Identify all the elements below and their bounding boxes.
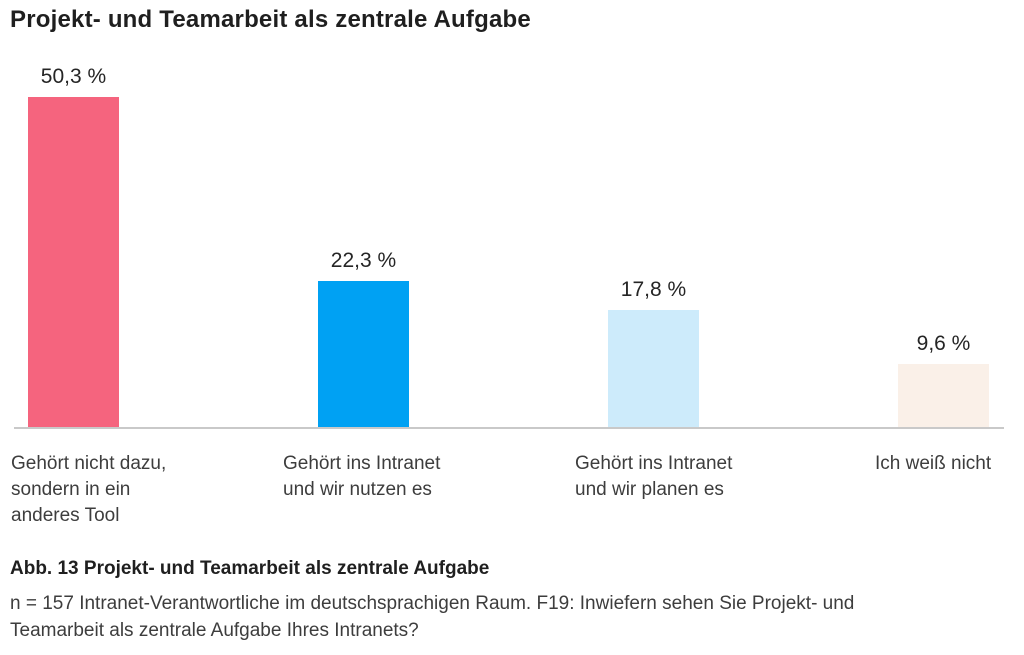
bar xyxy=(28,97,119,427)
category-label: Gehört ins Intranet und wir planen es xyxy=(575,453,733,500)
bar-value-label: 9,6 % xyxy=(916,332,971,355)
x-axis-line xyxy=(14,427,1004,429)
bar xyxy=(608,310,699,427)
category-label: Gehört nicht dazu, sondern in ein andere… xyxy=(11,453,167,526)
bar xyxy=(898,364,989,427)
category-label: Gehört ins Intranet und wir nutzen es xyxy=(283,453,441,500)
chart-title: Projekt- und Teamarbeit als zentrale Auf… xyxy=(10,6,531,33)
bar-value-label: 22,3 % xyxy=(330,249,397,272)
bar xyxy=(318,281,409,427)
bar-value-label: 17,8 % xyxy=(620,278,687,301)
category-label: Ich weiß nicht xyxy=(875,453,992,474)
figure-caption: Abb. 13 Projekt- und Teamarbeit als zent… xyxy=(10,558,490,579)
bar-value-label: 50,3 % xyxy=(40,65,107,88)
figure-footnote: n = 157 Intranet-Verantwortliche im deut… xyxy=(10,593,855,641)
